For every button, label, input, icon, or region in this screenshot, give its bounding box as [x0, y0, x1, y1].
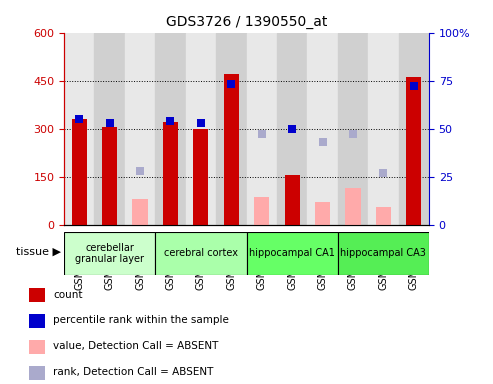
Bar — [284, 175, 300, 225]
Bar — [307, 33, 338, 225]
Bar — [193, 129, 209, 225]
Text: hippocampal CA3: hippocampal CA3 — [340, 248, 426, 258]
Bar — [102, 127, 117, 225]
Bar — [406, 78, 422, 225]
Bar — [315, 202, 330, 225]
Bar — [376, 207, 391, 225]
Title: GDS3726 / 1390550_at: GDS3726 / 1390550_at — [166, 15, 327, 29]
Bar — [155, 232, 246, 275]
Bar — [29, 288, 44, 302]
Bar — [398, 33, 429, 225]
Bar — [186, 33, 216, 225]
Bar — [133, 199, 148, 225]
Bar — [95, 33, 125, 225]
Text: hippocampal CA1: hippocampal CA1 — [249, 248, 335, 258]
Bar — [29, 366, 44, 380]
Bar — [216, 33, 246, 225]
Bar — [163, 122, 178, 225]
Bar — [71, 119, 87, 225]
Text: percentile rank within the sample: percentile rank within the sample — [54, 316, 229, 326]
Bar — [29, 314, 44, 328]
Bar — [64, 232, 155, 275]
Bar — [64, 33, 95, 225]
Bar — [246, 232, 338, 275]
Text: value, Detection Call = ABSENT: value, Detection Call = ABSENT — [54, 341, 219, 351]
Bar — [224, 74, 239, 225]
Text: cerebral cortex: cerebral cortex — [164, 248, 238, 258]
Bar — [277, 33, 307, 225]
Bar — [155, 33, 186, 225]
Text: cerebellar
granular layer: cerebellar granular layer — [75, 243, 144, 264]
Bar — [338, 33, 368, 225]
Bar — [368, 33, 398, 225]
Text: rank, Detection Call = ABSENT: rank, Detection Call = ABSENT — [54, 367, 214, 377]
Bar — [125, 33, 155, 225]
Bar — [29, 340, 44, 354]
Text: count: count — [54, 290, 83, 300]
Text: tissue ▶: tissue ▶ — [16, 246, 61, 257]
Bar — [338, 232, 429, 275]
Bar — [246, 33, 277, 225]
Bar — [345, 188, 360, 225]
Bar — [254, 197, 269, 225]
